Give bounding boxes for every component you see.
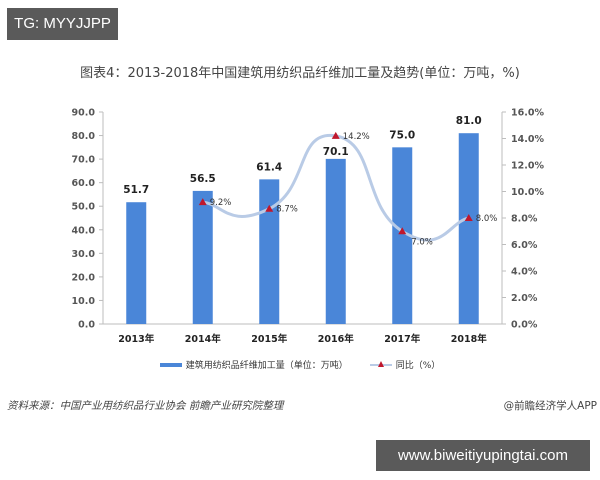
legend-item-bar: 建筑用纺织品纤维加工量（单位：万吨）	[159, 358, 348, 371]
bar-value-label: 61.4	[256, 161, 282, 173]
left-tick-label: 10.0	[72, 296, 96, 307]
right-tick-label: 10.0%	[511, 187, 544, 198]
tg-badge: TG: MYYJJPP	[7, 8, 118, 40]
bar	[126, 202, 147, 324]
bar-value-label: 56.5	[190, 173, 216, 185]
bar	[259, 179, 280, 324]
left-tick-label: 30.0	[72, 249, 96, 260]
yoy-value-label: 8.0%	[476, 214, 498, 224]
legend-bar-label: 建筑用纺织品纤维加工量（单位：万吨）	[185, 361, 348, 371]
x-tick-label: 2017年	[384, 333, 420, 345]
triangle-marker-icon	[331, 131, 340, 139]
left-tick-label: 70.0	[72, 155, 96, 166]
right-tick-label: 8.0%	[511, 214, 538, 225]
bar	[192, 190, 213, 324]
right-tick-label: 12.0%	[511, 161, 544, 172]
triangle-marker-icon	[198, 198, 207, 206]
triangle-marker-icon	[265, 204, 274, 212]
source-note: 资料来源：中国产业用纺织品行业协会 前瞻产业研究院整理	[7, 400, 284, 412]
triangle-marker-icon	[464, 214, 473, 221]
left-tick-label: 60.0	[72, 178, 96, 189]
bar-value-label: 75.0	[389, 129, 415, 141]
x-tick-label: 2014年	[185, 333, 221, 345]
right-tick-label: 2.0%	[511, 293, 538, 304]
yoy-markers: 9.2% 8.7% 14.2% 7.0% 8.0%	[198, 131, 498, 247]
x-tick-label: 2015年	[251, 333, 287, 345]
left-tick-label: 20.0	[72, 272, 96, 283]
right-tick-label: 6.0%	[511, 240, 538, 251]
url-badge: www.biweitiyupingtai.com	[376, 440, 590, 471]
chart-title: 图表4：2013-2018年中国建筑用纺织品纤维加工量及趋势(单位：万吨，%)	[80, 66, 520, 81]
line-triangle-swatch-icon	[369, 360, 392, 367]
bar	[325, 158, 346, 324]
chart-legend: 建筑用纺织品纤维加工量（单位：万吨） 同比（%）	[0, 358, 600, 371]
legend-line-label: 同比（%）	[395, 361, 441, 371]
legend-item-line: 同比（%）	[369, 358, 441, 371]
bar-value-label: 51.7	[123, 184, 149, 196]
yoy-value-label: 14.2%	[343, 132, 370, 142]
right-axis-ticks: 0.0% 2.0% 4.0% 6.0% 8.0% 10.0% 12.0% 14.0% 16.0%	[502, 108, 544, 331]
yoy-value-label: 8.7%	[276, 205, 298, 215]
bar-swatch-icon	[159, 362, 182, 367]
yoy-value-label: 9.2%	[210, 198, 232, 208]
left-tick-label: 90.0	[72, 108, 96, 119]
left-axis-ticks: 0.0 10.0 20.0 30.0 40.0 50.0 60.0 70.0 80.0 90.0	[72, 108, 103, 331]
bar	[458, 133, 479, 324]
bar-series: 51.7 56.5 61.4 75.0 81.0 70.1	[123, 115, 482, 324]
x-tick-label: 2016年	[318, 333, 354, 345]
yoy-value-label: 7.0%	[411, 237, 433, 247]
x-axis-labels: 2013年 2014年 2015年 2016年 2017年 2018年	[118, 333, 487, 345]
triangle-marker-icon	[398, 227, 407, 235]
bar-value-label: 70.1	[323, 146, 349, 158]
right-tick-label: 16.0%	[511, 108, 544, 119]
x-tick-label: 2013年	[118, 333, 154, 345]
x-tick-label: 2018年	[451, 333, 487, 345]
right-tick-label: 0.0%	[511, 320, 538, 331]
left-tick-label: 0.0	[78, 320, 95, 331]
right-tick-label: 14.0%	[511, 134, 544, 145]
left-tick-label: 40.0	[72, 225, 96, 236]
bar-value-label: 81.0	[456, 115, 482, 127]
left-tick-label: 80.0	[72, 131, 96, 142]
bar	[392, 147, 413, 324]
right-tick-label: 4.0%	[511, 267, 538, 278]
credit-note: @前瞻经济学人APP	[503, 400, 597, 412]
left-tick-label: 50.0	[72, 202, 96, 213]
